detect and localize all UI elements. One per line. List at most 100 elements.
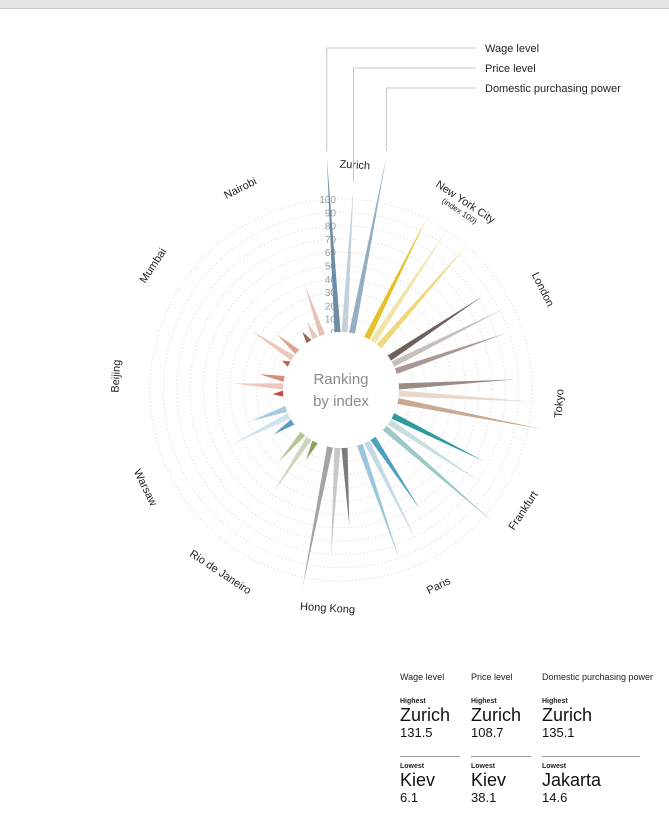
city-name: London <box>529 270 556 308</box>
spike-beijing-wage-level <box>272 390 284 397</box>
spike-rio-de-janeiro-wage-level <box>306 440 318 460</box>
radial-tick-label: 50 <box>325 262 337 273</box>
highest-city-price: Zurich <box>471 705 522 725</box>
radial-grid <box>149 198 533 582</box>
window-top-bar <box>0 0 669 9</box>
radial-tick-label: 30 <box>325 288 337 299</box>
city-name: Tokyo <box>553 389 567 418</box>
grid-ring <box>255 304 426 475</box>
lowest-value-wage: 6.1 <box>400 790 419 805</box>
grid-ring <box>189 238 493 542</box>
highest-label: Highest <box>542 698 568 705</box>
summary-header-wage: Wage level <box>400 672 445 682</box>
spike-warsaw-domestic-purchasing-power <box>250 406 288 421</box>
summary-divider <box>471 756 531 757</box>
lowest-label: Lowest <box>542 763 567 770</box>
city-name: Hong Kong <box>300 601 356 616</box>
city-name: Rio de Janeiro <box>187 548 253 597</box>
spike-nairobi-domestic-purchasing-power <box>304 284 325 337</box>
legend-leader-line <box>385 87 476 151</box>
center-label-line2: by index <box>313 393 369 410</box>
legend: Wage level Price level Domestic purchasing… <box>326 43 621 182</box>
spike-mumbai-domestic-purchasing-power <box>277 334 300 355</box>
city-label-hong-kong: Hong Kong <box>300 601 356 616</box>
spike-hong-kong-domestic-purchasing-power <box>302 446 333 588</box>
chart-spikes <box>232 156 542 588</box>
city-name: Nairobi <box>222 175 259 201</box>
spike-london-wage-level <box>387 296 483 361</box>
city-label-beijing: Beijing <box>109 359 123 393</box>
grid-ring <box>202 251 480 529</box>
spike-rio-de-janeiro-domestic-purchasing-power <box>278 431 306 462</box>
spike-tokyo-domestic-purchasing-power <box>397 398 542 429</box>
spike-hong-kong-price-level <box>331 447 341 555</box>
highest-label: Highest <box>471 698 497 705</box>
spike-london-price-level <box>391 308 504 367</box>
spike-nairobi-wage-level <box>302 331 312 344</box>
lowest-value-price: 38.1 <box>471 790 497 805</box>
spike-frankfurt-domestic-purchasing-power <box>382 425 493 522</box>
center-label-line1: Ranking <box>313 371 368 388</box>
spike-zurich-price-level <box>341 187 354 333</box>
city-name: Mumbai <box>138 246 170 285</box>
lowest-city-price: Kiev <box>471 770 507 790</box>
legend-leader-line <box>326 47 476 152</box>
city-name: Frankfurt <box>506 489 540 532</box>
grid-ring <box>269 318 413 462</box>
spike-tokyo-wage-level <box>398 379 514 390</box>
city-name: Warsaw <box>131 467 159 508</box>
grid-ring <box>216 265 466 515</box>
lowest-label: Lowest <box>400 763 425 770</box>
city-label-paris: Paris <box>425 575 453 597</box>
spike-frankfurt-price-level <box>387 419 481 483</box>
lowest-value-purchasing: 14.6 <box>542 790 568 805</box>
summary-col-wage: Wage level Highest Zurich 131.5 Lowest K… <box>400 672 470 806</box>
spike-zurich-domestic-purchasing-power <box>349 156 387 334</box>
radial-tick-label: 60 <box>325 248 337 259</box>
spike-new-york-city-price-level <box>370 230 447 344</box>
grid-ring <box>176 225 506 555</box>
summary-divider <box>400 756 460 757</box>
radial-tick-label: 40 <box>325 275 337 286</box>
city-label-tokyo: Tokyo <box>553 389 567 418</box>
spike-rio-de-janeiro-price-level <box>273 436 312 492</box>
summary-col-purchasing: Domestic purchasing power Highest Zurich… <box>542 672 660 806</box>
highest-city-purchasing: Zurich <box>542 705 593 725</box>
radial-tick-label: 20 <box>325 301 337 312</box>
legend-item-domestic-purchasing-power: Domestic purchasing power <box>485 83 621 95</box>
spike-paris-domestic-purchasing-power <box>357 443 400 560</box>
legend-item-wage-level: Wage level <box>485 43 539 55</box>
city-label-mumbai: Mumbai <box>138 246 170 285</box>
grid-ring <box>242 291 440 489</box>
spike-frankfurt-wage-level <box>391 413 484 461</box>
radial-tick-label: 100 <box>319 195 336 206</box>
grid-ring <box>149 198 533 582</box>
center-disc <box>283 332 399 448</box>
spike-london-domestic-purchasing-power <box>394 333 507 374</box>
spike-paris-price-level <box>364 440 416 540</box>
lowest-city-purchasing: Jakarta <box>542 770 602 790</box>
spike-tokyo-price-level <box>398 390 535 402</box>
spike-warsaw-price-level <box>232 413 291 445</box>
city-name: Paris <box>425 575 453 597</box>
legend-leader-line <box>352 67 476 182</box>
lowest-label: Lowest <box>471 763 496 770</box>
city-label-rio-de-janeiro: Rio de Janeiro <box>187 548 253 597</box>
summary-divider <box>542 756 640 757</box>
city-label-london: London <box>529 270 556 308</box>
city-name: Zurich <box>339 158 370 172</box>
highest-value-wage: 131.5 <box>400 725 433 740</box>
city-label-zurich: Zurich <box>339 158 370 172</box>
lowest-city-wage: Kiev <box>400 770 436 790</box>
grid-ring <box>162 211 520 569</box>
city-name: Beijing <box>109 359 123 393</box>
spike-new-york-city-domestic-purchasing-power <box>376 245 467 349</box>
spike-warsaw-wage-level <box>273 419 295 435</box>
spike-mumbai-wage-level <box>282 360 291 367</box>
city-label-nairobi: Nairobi <box>222 175 259 201</box>
city-label-frankfurt: Frankfurt <box>506 489 540 532</box>
summary-header-price: Price level <box>471 672 513 682</box>
highest-value-price: 108.7 <box>471 725 504 740</box>
spike-paris-wage-level <box>370 436 420 510</box>
legend-item-price-level: Price level <box>485 63 536 75</box>
